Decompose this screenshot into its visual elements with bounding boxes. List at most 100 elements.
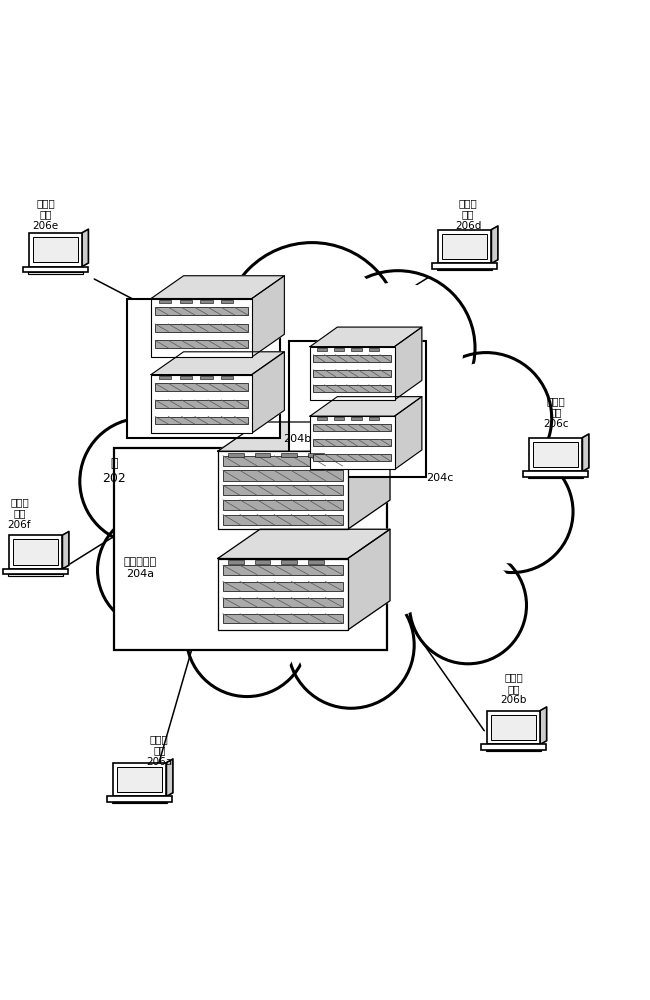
Polygon shape xyxy=(395,327,422,400)
FancyBboxPatch shape xyxy=(218,558,348,630)
FancyBboxPatch shape xyxy=(528,477,584,478)
Text: 204c: 204c xyxy=(426,473,453,483)
FancyBboxPatch shape xyxy=(313,370,391,377)
FancyBboxPatch shape xyxy=(112,802,168,803)
Polygon shape xyxy=(310,327,422,347)
FancyBboxPatch shape xyxy=(487,711,540,744)
Circle shape xyxy=(451,451,573,573)
FancyBboxPatch shape xyxy=(281,560,297,564)
FancyBboxPatch shape xyxy=(529,438,582,471)
FancyBboxPatch shape xyxy=(369,348,379,351)
FancyBboxPatch shape xyxy=(14,539,58,565)
Polygon shape xyxy=(582,434,589,471)
FancyBboxPatch shape xyxy=(27,272,83,274)
Polygon shape xyxy=(540,707,547,744)
FancyBboxPatch shape xyxy=(523,471,588,477)
FancyBboxPatch shape xyxy=(33,237,77,262)
FancyBboxPatch shape xyxy=(281,453,297,457)
FancyBboxPatch shape xyxy=(200,376,213,379)
FancyBboxPatch shape xyxy=(491,715,536,740)
Polygon shape xyxy=(82,229,88,267)
Polygon shape xyxy=(310,397,422,416)
FancyBboxPatch shape xyxy=(200,300,213,303)
FancyBboxPatch shape xyxy=(534,442,578,467)
FancyBboxPatch shape xyxy=(118,767,162,792)
Text: 云
202: 云 202 xyxy=(102,457,125,485)
FancyBboxPatch shape xyxy=(313,385,391,392)
FancyBboxPatch shape xyxy=(228,560,244,564)
FancyBboxPatch shape xyxy=(308,453,324,457)
Circle shape xyxy=(332,282,463,414)
Circle shape xyxy=(320,271,475,425)
Polygon shape xyxy=(151,276,284,298)
FancyBboxPatch shape xyxy=(352,348,361,351)
Circle shape xyxy=(419,556,517,655)
Polygon shape xyxy=(252,276,284,357)
FancyBboxPatch shape xyxy=(334,417,345,420)
Polygon shape xyxy=(62,531,69,569)
FancyBboxPatch shape xyxy=(443,234,487,259)
FancyBboxPatch shape xyxy=(180,300,192,303)
FancyBboxPatch shape xyxy=(317,417,327,420)
FancyBboxPatch shape xyxy=(223,515,343,525)
FancyBboxPatch shape xyxy=(369,417,379,420)
FancyBboxPatch shape xyxy=(223,470,343,481)
FancyBboxPatch shape xyxy=(313,424,391,431)
FancyBboxPatch shape xyxy=(334,348,345,351)
Polygon shape xyxy=(395,397,422,469)
Text: 计算机
系统
206a: 计算机 系统 206a xyxy=(146,734,172,767)
FancyBboxPatch shape xyxy=(223,598,343,607)
FancyBboxPatch shape xyxy=(223,582,343,591)
FancyBboxPatch shape xyxy=(223,500,343,510)
FancyBboxPatch shape xyxy=(114,448,387,650)
Circle shape xyxy=(98,512,214,629)
FancyBboxPatch shape xyxy=(223,565,343,575)
FancyBboxPatch shape xyxy=(113,763,166,796)
FancyBboxPatch shape xyxy=(221,300,233,303)
FancyBboxPatch shape xyxy=(438,230,491,263)
Text: 云数据中心
204a: 云数据中心 204a xyxy=(124,557,156,579)
FancyBboxPatch shape xyxy=(218,451,348,529)
Circle shape xyxy=(410,547,526,664)
FancyBboxPatch shape xyxy=(317,348,327,351)
FancyBboxPatch shape xyxy=(155,307,248,315)
Circle shape xyxy=(223,243,401,420)
Circle shape xyxy=(186,575,308,697)
Polygon shape xyxy=(218,529,390,558)
FancyBboxPatch shape xyxy=(180,376,192,379)
FancyBboxPatch shape xyxy=(228,453,244,457)
FancyBboxPatch shape xyxy=(313,439,391,446)
FancyBboxPatch shape xyxy=(155,417,248,424)
Circle shape xyxy=(288,582,414,708)
Text: 计算机
系统
206b: 计算机 系统 206b xyxy=(500,672,526,705)
Circle shape xyxy=(460,460,564,563)
Circle shape xyxy=(430,362,542,474)
Polygon shape xyxy=(166,759,173,796)
Circle shape xyxy=(172,308,322,458)
FancyBboxPatch shape xyxy=(8,574,64,576)
FancyBboxPatch shape xyxy=(432,263,497,269)
FancyBboxPatch shape xyxy=(155,400,248,408)
Ellipse shape xyxy=(150,371,500,629)
Polygon shape xyxy=(252,352,284,433)
Circle shape xyxy=(237,256,387,407)
FancyBboxPatch shape xyxy=(3,569,68,574)
Polygon shape xyxy=(491,226,498,263)
Circle shape xyxy=(183,319,311,447)
FancyBboxPatch shape xyxy=(23,267,88,272)
FancyBboxPatch shape xyxy=(223,456,343,466)
FancyBboxPatch shape xyxy=(155,324,248,332)
Text: 计算机
系统
206e: 计算机 系统 206e xyxy=(32,198,58,231)
FancyBboxPatch shape xyxy=(255,453,270,457)
Polygon shape xyxy=(218,422,390,451)
Circle shape xyxy=(195,584,299,687)
FancyBboxPatch shape xyxy=(221,376,233,379)
FancyBboxPatch shape xyxy=(223,614,343,623)
FancyBboxPatch shape xyxy=(159,376,171,379)
FancyBboxPatch shape xyxy=(310,347,395,400)
FancyBboxPatch shape xyxy=(481,744,546,750)
FancyBboxPatch shape xyxy=(127,298,280,438)
FancyBboxPatch shape xyxy=(107,796,172,802)
FancyBboxPatch shape xyxy=(486,750,541,751)
FancyBboxPatch shape xyxy=(155,383,248,391)
